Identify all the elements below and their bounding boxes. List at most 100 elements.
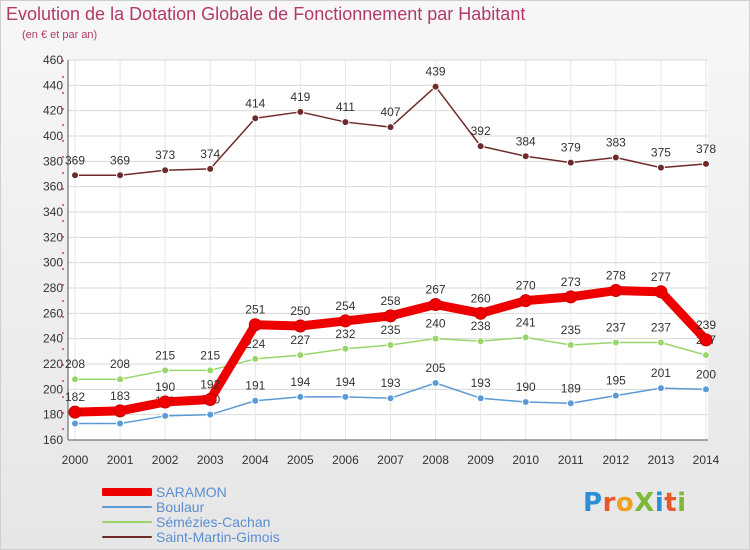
data-point: [564, 290, 578, 304]
data-point: [116, 171, 125, 180]
data-point: [116, 375, 125, 384]
data-point: [71, 375, 79, 384]
data-point: [566, 158, 575, 167]
y-tick-label: 400: [43, 129, 63, 143]
y-tick-label: 180: [43, 408, 63, 422]
data-point: [429, 297, 443, 311]
data-point: [206, 164, 215, 173]
data-label: 208: [110, 357, 130, 371]
logo-letter: P: [583, 488, 603, 518]
x-tick-label: 2014: [693, 453, 720, 467]
data-label: 235: [561, 323, 581, 337]
legend-swatch: [102, 521, 152, 523]
data-label: 260: [471, 291, 491, 305]
data-label: 379: [561, 141, 581, 155]
data-point: [161, 166, 170, 175]
data-label: 267: [426, 282, 446, 296]
data-point: [251, 114, 260, 123]
data-point: [251, 396, 260, 405]
data-label: 369: [110, 153, 130, 167]
data-label: 369: [65, 153, 85, 167]
y-tick-label: 340: [43, 205, 63, 219]
x-tick-label: 2003: [197, 453, 224, 467]
data-label: 238: [471, 319, 491, 333]
data-label: 227: [290, 333, 310, 347]
data-label: 407: [380, 105, 400, 119]
data-point: [476, 142, 485, 151]
y-tick-label: 200: [43, 382, 63, 396]
data-label: 235: [380, 323, 400, 337]
data-point: [71, 171, 79, 180]
logo-letter: r: [602, 488, 616, 518]
y-tick-label: 240: [43, 332, 63, 346]
y-tick-label: 300: [43, 256, 63, 270]
data-label: 208: [65, 357, 85, 371]
data-label: 392: [471, 124, 491, 138]
data-point: [296, 351, 305, 360]
data-point: [566, 341, 575, 349]
data-label: 182: [65, 390, 85, 404]
data-label: 383: [606, 136, 626, 150]
data-point: [206, 366, 215, 375]
data-point: [519, 294, 533, 308]
legend-swatch: [102, 506, 152, 508]
data-point: [611, 153, 620, 162]
chart-subtitle: (en € et par an): [22, 29, 98, 41]
logo-letter: X: [634, 488, 655, 518]
data-label: 419: [290, 90, 310, 104]
data-point: [158, 395, 172, 409]
data-point: [611, 338, 620, 347]
data-point: [203, 392, 217, 406]
data-point: [251, 354, 260, 363]
x-tick-label: 2013: [648, 453, 675, 467]
legend-label: SARAMON: [156, 484, 227, 500]
data-label: 215: [155, 348, 175, 362]
x-tick-label: 2007: [377, 453, 404, 467]
data-point: [611, 391, 620, 400]
x-tick-label: 2001: [107, 453, 134, 467]
data-point: [341, 118, 350, 127]
data-label: 192: [200, 377, 220, 391]
y-tick-label: 260: [43, 306, 63, 320]
data-point: [296, 107, 305, 116]
data-label: 232: [335, 327, 355, 341]
data-point: [161, 366, 170, 375]
x-tick-label: 2002: [152, 453, 179, 467]
data-point: [386, 341, 395, 349]
data-label: 194: [290, 375, 310, 389]
data-label: 237: [606, 320, 626, 334]
logo-letter: i: [654, 488, 665, 518]
data-label: 200: [696, 367, 716, 381]
data-label: 194: [335, 375, 355, 389]
data-label: 254: [335, 299, 355, 313]
data-point: [248, 318, 262, 332]
data-label: 193: [471, 376, 491, 390]
data-point: [702, 385, 710, 394]
data-label: 239: [696, 318, 716, 332]
y-tick-label: 320: [43, 230, 63, 244]
data-label: 384: [516, 134, 536, 148]
data-point: [116, 419, 125, 428]
data-point: [296, 392, 305, 401]
data-point: [476, 337, 485, 346]
data-point: [384, 309, 397, 323]
data-label: 240: [426, 317, 446, 331]
data-label: 278: [606, 269, 626, 283]
data-label: 439: [426, 65, 446, 79]
data-label: 277: [651, 270, 671, 284]
data-point: [609, 284, 623, 298]
data-label: 241: [516, 315, 536, 329]
data-point: [521, 152, 530, 161]
data-label: 191: [245, 379, 265, 393]
x-tick-label: 2004: [242, 453, 269, 467]
data-label: 190: [516, 380, 536, 394]
data-point: [521, 398, 530, 406]
y-tick-label: 280: [43, 281, 63, 295]
y-tick-label: 160: [43, 433, 63, 447]
data-point: [474, 306, 488, 320]
data-point: [386, 394, 395, 403]
data-label: 374: [200, 147, 220, 161]
x-tick-label: 2008: [422, 453, 449, 467]
y-tick-label: 440: [43, 78, 63, 92]
